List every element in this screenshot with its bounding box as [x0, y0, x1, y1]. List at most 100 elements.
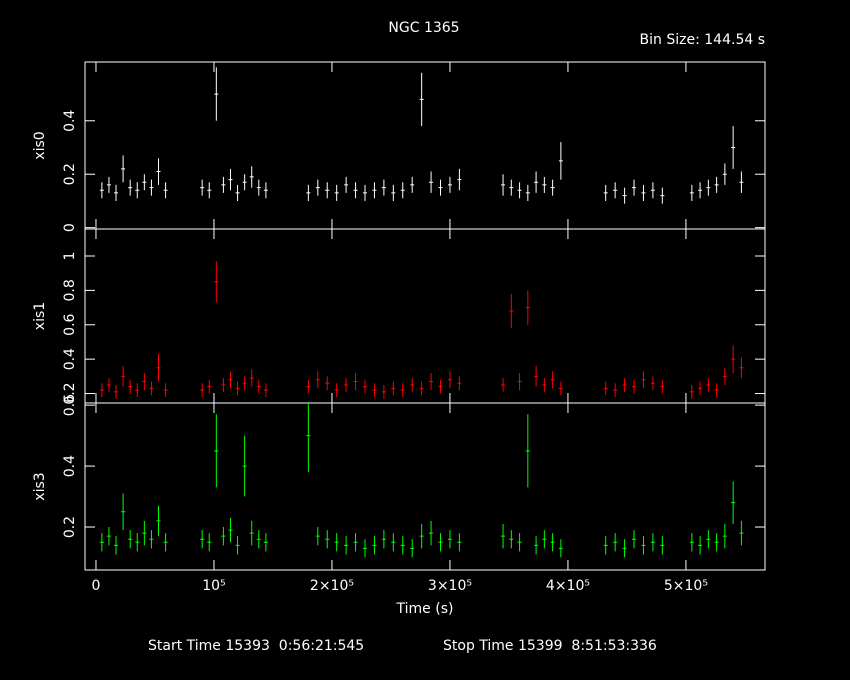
error-bar — [419, 72, 424, 127]
error-bar — [315, 527, 320, 546]
error-bar — [249, 166, 254, 188]
error-bar — [509, 179, 514, 196]
error-bar — [641, 184, 646, 201]
error-bar — [550, 533, 555, 552]
y-tick-label: 0.2 — [62, 382, 78, 404]
error-bar — [410, 539, 415, 558]
error-bar — [660, 187, 665, 204]
error-bar — [344, 176, 349, 193]
error-bar — [263, 533, 268, 552]
error-bar — [334, 533, 339, 552]
error-bar — [525, 184, 530, 201]
error-bar — [632, 530, 637, 549]
error-bar — [447, 530, 452, 549]
x-axis-label: Time (s) — [396, 601, 454, 617]
error-bar — [249, 520, 254, 546]
error-bar — [731, 345, 736, 373]
error-bar — [706, 378, 711, 392]
error-bar — [106, 527, 111, 546]
error-bar — [603, 381, 608, 396]
error-bar — [400, 536, 405, 555]
error-bar — [306, 379, 311, 394]
error-bar — [558, 539, 563, 558]
error-bar — [200, 383, 205, 397]
error-bar — [163, 383, 168, 397]
error-bar — [353, 533, 358, 552]
error-bar — [689, 384, 694, 399]
error-bar — [650, 533, 655, 552]
error-bar — [613, 182, 618, 199]
error-bar — [381, 179, 386, 196]
error-bar — [739, 357, 744, 379]
error-bar — [525, 414, 530, 488]
error-bar — [400, 383, 405, 397]
x-tick-label: 2×10⁵ — [310, 578, 354, 594]
error-bar — [457, 168, 462, 191]
y-tick-label: 0.4 — [62, 110, 78, 132]
error-bar — [207, 182, 212, 199]
error-bar — [315, 371, 320, 389]
error-bar — [542, 176, 547, 193]
error-bar — [156, 505, 161, 537]
error-bar — [447, 371, 452, 389]
error-bar — [689, 184, 694, 201]
error-bar — [200, 179, 205, 196]
error-bar — [325, 376, 330, 391]
error-bar — [135, 533, 140, 552]
error-bar — [221, 527, 226, 546]
error-bar — [613, 533, 618, 552]
error-bar — [731, 481, 736, 524]
error-bar — [525, 290, 530, 325]
error-bar — [501, 523, 506, 549]
error-bar — [381, 384, 386, 399]
error-bar — [249, 369, 254, 387]
error-bar — [135, 383, 140, 397]
error-bar — [163, 182, 168, 199]
error-bar — [739, 171, 744, 193]
x-tick-label: 5×10⁵ — [664, 578, 708, 594]
y-tick-label: 1 — [62, 252, 78, 261]
error-bar — [106, 378, 111, 392]
error-bar — [410, 378, 415, 392]
x-tick-label: 0 — [92, 578, 101, 594]
error-bar — [114, 536, 119, 555]
error-bar — [603, 536, 608, 555]
error-bar — [221, 176, 226, 193]
error-bar — [558, 381, 563, 396]
start-time: Start Time 15393 0:56:21:545 — [148, 638, 364, 654]
error-bar — [457, 376, 462, 391]
error-bar — [214, 261, 219, 303]
error-bar — [731, 126, 736, 169]
error-bar — [622, 539, 627, 558]
error-bar — [306, 184, 311, 201]
error-bar — [698, 381, 703, 396]
error-bar — [242, 376, 247, 391]
error-bar — [603, 184, 608, 201]
error-bar — [114, 184, 119, 201]
stop-time: Stop Time 15399 8:51:53:336 — [443, 638, 657, 654]
error-bar — [142, 174, 147, 191]
error-bar — [228, 371, 233, 389]
error-bar — [622, 187, 627, 204]
error-bar — [149, 179, 154, 196]
error-bar — [128, 530, 133, 549]
error-bar — [509, 530, 514, 549]
error-bar — [372, 383, 377, 397]
error-bar — [353, 182, 358, 199]
error-bar — [381, 530, 386, 549]
error-bar — [550, 179, 555, 196]
error-bar — [517, 372, 522, 391]
error-bar — [106, 176, 111, 193]
error-bar — [429, 372, 434, 391]
error-bar — [660, 536, 665, 555]
error-bar — [214, 414, 219, 488]
error-bar — [447, 176, 452, 193]
y-tick-label: 0.2 — [62, 516, 78, 538]
error-bar — [128, 179, 133, 196]
error-bar — [622, 378, 627, 392]
error-bar — [207, 533, 212, 552]
error-bar — [235, 184, 240, 201]
error-bar — [163, 533, 168, 552]
y-tick-label: 0 — [62, 223, 78, 232]
error-bar — [714, 383, 719, 397]
